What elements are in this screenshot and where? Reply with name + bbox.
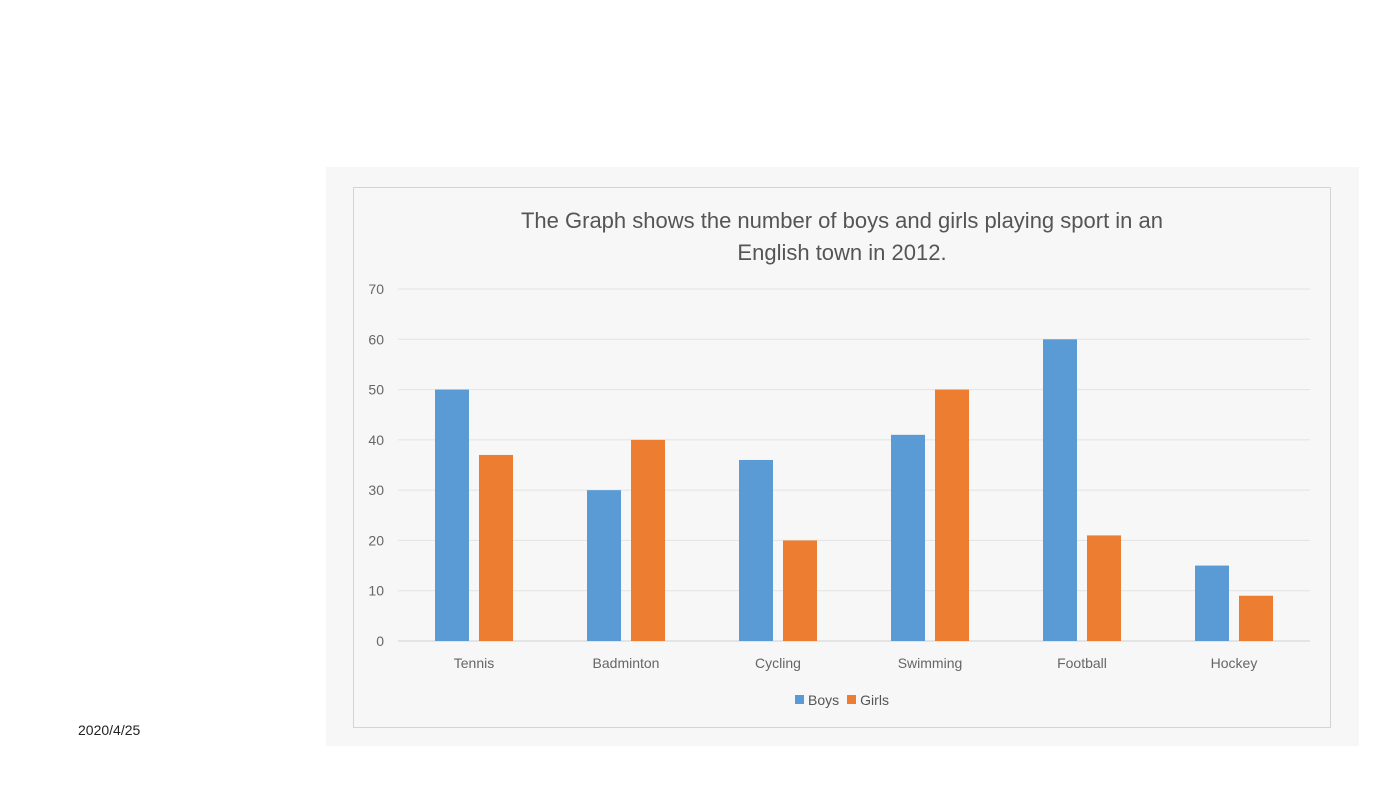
y-tick-label-0: 0 xyxy=(376,633,384,649)
slide-date: 2020/4/25 xyxy=(78,722,141,738)
bar-boys-badminton xyxy=(587,490,621,641)
bar-girls-football xyxy=(1087,535,1121,641)
bar-boys-cycling xyxy=(739,459,773,641)
x-tick-label-football: Football xyxy=(1057,655,1107,671)
bar-boys-swimming xyxy=(891,434,925,641)
bar-girls-cycling xyxy=(783,540,817,641)
x-tick-label-badminton: Badminton xyxy=(593,655,660,671)
bar-girls-tennis xyxy=(479,454,513,641)
y-tick-label-60: 60 xyxy=(368,331,384,347)
chart-title-line-2: English town in 2012. xyxy=(737,240,947,265)
legend-entry-boys: Boys xyxy=(795,692,839,708)
legend-entry-girls: Girls xyxy=(847,692,889,708)
y-tick-label-40: 40 xyxy=(368,432,384,448)
x-tick-label-hockey: Hockey xyxy=(1211,655,1258,671)
bar-girls-swimming xyxy=(935,389,969,641)
x-tick-label-cycling: Cycling xyxy=(755,655,801,671)
chart-frame: The Graph shows the number of boys and g… xyxy=(353,187,1331,728)
chart-title-line-1: The Graph shows the number of boys and g… xyxy=(520,208,1164,233)
chart-title: The Graph shows the number of boys and g… xyxy=(354,205,1330,269)
chart-container: The Graph shows the number of boys and g… xyxy=(326,167,1359,746)
legend-label-boys: Boys xyxy=(808,691,840,708)
legend-swatch-boys xyxy=(795,695,805,704)
bar-girls-badminton xyxy=(631,439,665,641)
legend-swatch-girls xyxy=(847,695,857,704)
y-tick-label-70: 70 xyxy=(368,281,384,297)
bar-girls-hockey xyxy=(1239,595,1273,641)
bar-boys-tennis xyxy=(435,389,469,641)
y-tick-label-10: 10 xyxy=(368,583,384,599)
chart-legend: Boys Girls xyxy=(354,691,1330,708)
y-tick-label-20: 20 xyxy=(368,532,384,548)
bar-boys-hockey xyxy=(1195,565,1229,641)
bar-boys-football xyxy=(1043,339,1077,641)
x-tick-label-swimming: Swimming xyxy=(898,655,963,671)
y-tick-label-50: 50 xyxy=(368,382,384,398)
bar-chart-plot: 0 10 20 30 40 50 60 70 Tennis Badminton Cycling Swi… xyxy=(368,281,1310,671)
y-tick-label-30: 30 xyxy=(368,482,384,498)
x-tick-label-tennis: Tennis xyxy=(454,655,494,671)
legend-label-girls: Girls xyxy=(860,691,889,708)
